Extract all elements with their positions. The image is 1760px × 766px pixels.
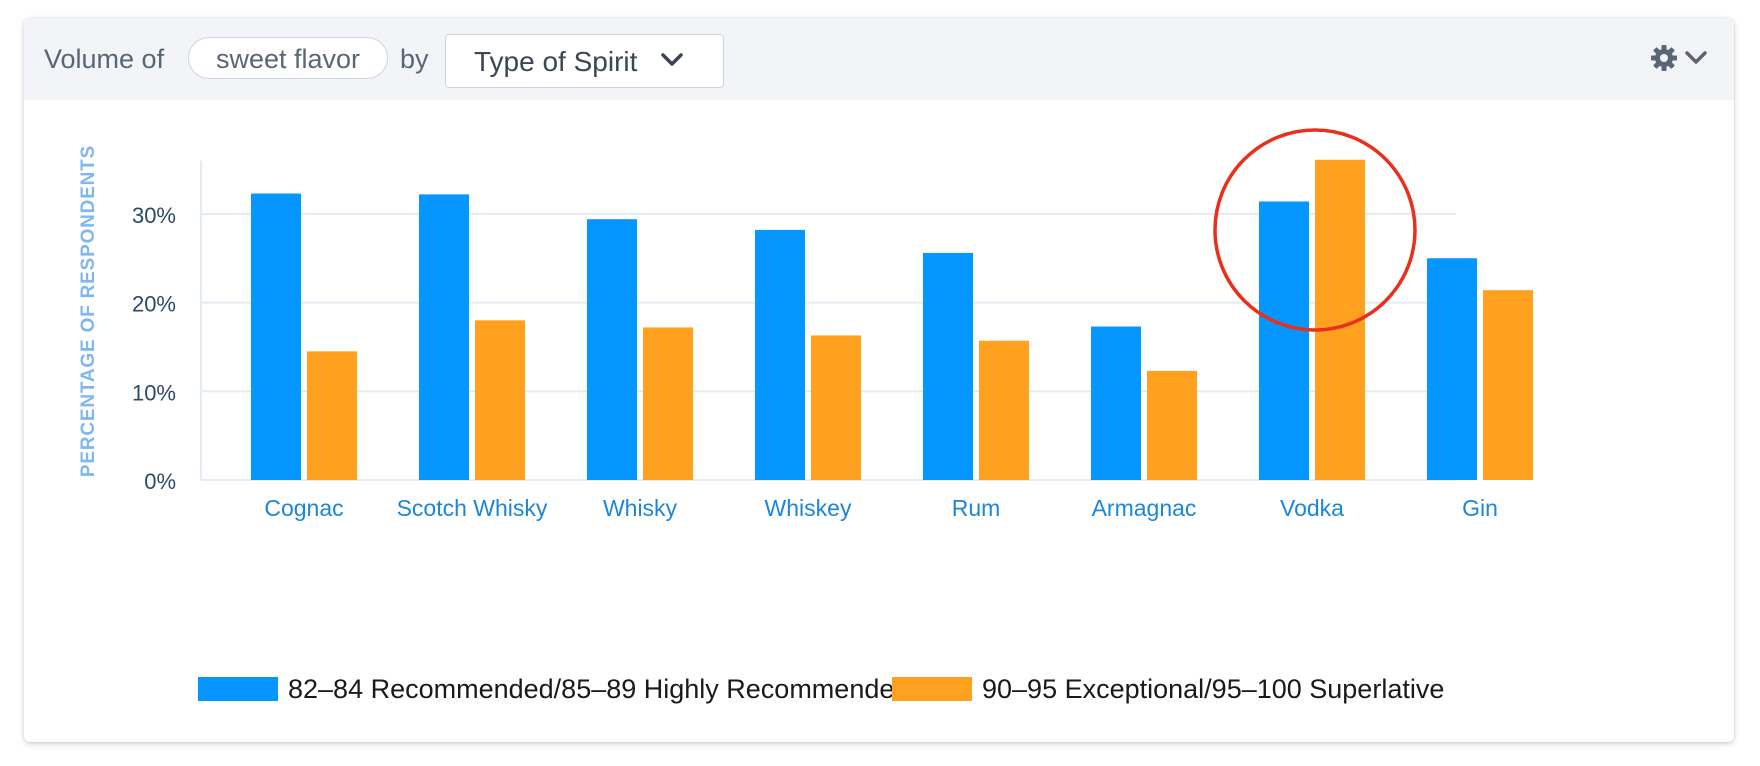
bar-2 xyxy=(1483,290,1533,480)
filter-pill[interactable]: sweet flavor xyxy=(188,37,388,79)
bar-2 xyxy=(307,351,357,480)
bar-2 xyxy=(811,335,861,480)
chart-header: Volume of sweet flavor by Type of Spirit xyxy=(24,18,1734,100)
highlight-circle xyxy=(1213,128,1417,332)
bar-1 xyxy=(587,219,637,481)
x-tick-label: Cognac xyxy=(264,495,343,521)
legend-swatch-series-1 xyxy=(198,677,278,701)
y-tick-label: 0% xyxy=(144,469,176,494)
bar-2 xyxy=(475,320,525,480)
settings-chevron-down-icon[interactable] xyxy=(1684,49,1708,72)
bar-2 xyxy=(1147,370,1197,480)
x-tick-label: Scotch Whisky xyxy=(397,495,548,521)
chevron-down-icon xyxy=(660,51,684,74)
gear-icon[interactable] xyxy=(1650,44,1678,77)
y-tick-label: 20% xyxy=(132,292,176,317)
y-tick-label: 30% xyxy=(132,203,176,228)
dimension-select-label: Type of Spirit xyxy=(474,46,638,77)
bar-2 xyxy=(643,327,693,480)
legend-label-series-1: 82–84 Recommended/85–89 Highly Recommend… xyxy=(288,674,910,704)
chart-card: Volume of sweet flavor by Type of Spirit xyxy=(24,18,1734,742)
bar-1 xyxy=(1259,201,1309,480)
bar-1 xyxy=(1427,258,1477,480)
y-axis-title: PERCENTAGE OF RESPONDENTS xyxy=(78,145,99,477)
bar-1 xyxy=(923,252,973,480)
bar-1 xyxy=(419,194,469,481)
bar-1 xyxy=(251,193,301,480)
x-tick-label: Rum xyxy=(952,495,1001,521)
legend-swatch-series-2 xyxy=(892,677,972,701)
x-tick-label: Armagnac xyxy=(1092,495,1197,521)
x-tick-label: Vodka xyxy=(1280,495,1344,521)
x-tick-label: Whiskey xyxy=(765,495,852,521)
bar-1 xyxy=(755,229,805,480)
bar-1 xyxy=(1091,326,1141,480)
y-tick-label: 10% xyxy=(132,380,176,405)
x-tick-label: Whisky xyxy=(603,495,678,521)
x-tick-label: Gin xyxy=(1462,495,1498,521)
bar-chart: 0% 10% 20% 30% PERCENTAGE OF RESPONDENTS Cogn… xyxy=(78,128,1533,521)
dimension-select[interactable]: Type of Spirit xyxy=(445,34,724,88)
bar-2 xyxy=(979,340,1029,480)
header-prefix: Volume of xyxy=(44,44,165,74)
header-by-label: by xyxy=(400,44,429,74)
legend-label-series-2: 90–95 Exceptional/95–100 Superlative xyxy=(982,674,1445,704)
